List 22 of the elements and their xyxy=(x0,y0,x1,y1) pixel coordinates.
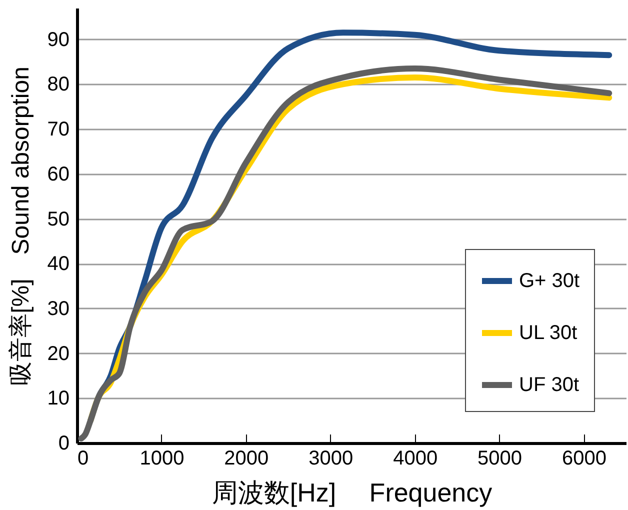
y-tick-label: 40 xyxy=(47,253,70,276)
y-tick-label: 60 xyxy=(47,163,70,186)
y-axis-title: 吸音率[%] Sound absorption xyxy=(7,66,34,386)
x-tick-label: 1000 xyxy=(140,448,184,470)
x-tick-label: 2000 xyxy=(224,448,269,470)
x-axis-title: 周波数[Hz] Frequency xyxy=(212,478,492,508)
y-tick-label: 30 xyxy=(47,298,70,320)
y-tick-label: 10 xyxy=(47,388,70,410)
x-tick-label: 5000 xyxy=(478,448,522,470)
y-tick-label: 70 xyxy=(47,118,70,141)
legend-label: G+ 30t xyxy=(519,270,580,292)
y-tick-label: 80 xyxy=(47,74,70,96)
y-tick-label: 50 xyxy=(47,208,70,230)
legend-label: UF 30t xyxy=(519,374,580,396)
y-tick-label: 0 xyxy=(58,432,70,454)
x-tick-label: 6000 xyxy=(562,448,607,470)
x-tick-label: 4000 xyxy=(393,448,438,470)
x-tick-label: 3000 xyxy=(308,448,354,470)
y-tick-label: 20 xyxy=(47,342,70,365)
legend-label: UL 30t xyxy=(519,322,578,344)
x-tick-label: 0 xyxy=(78,448,89,470)
y-tick-label: 90 xyxy=(47,28,70,51)
